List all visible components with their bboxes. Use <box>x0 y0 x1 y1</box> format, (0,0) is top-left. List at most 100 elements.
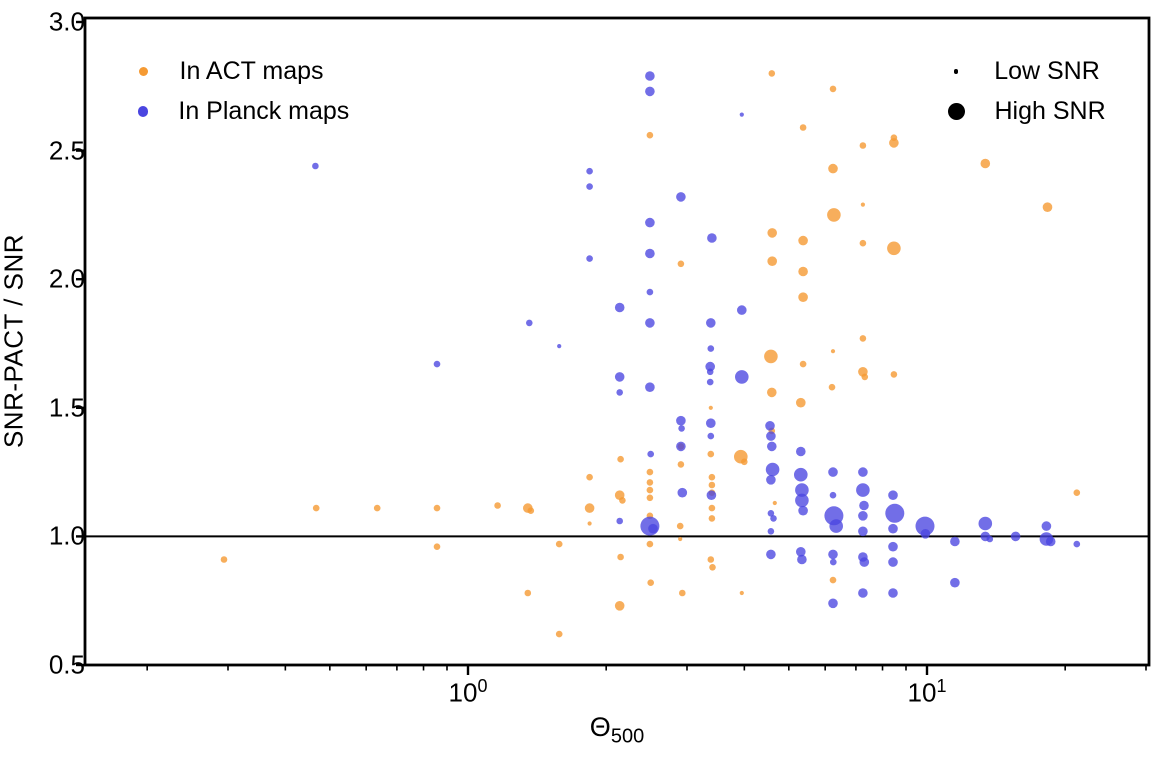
planck-point <box>794 467 808 482</box>
act-marker-icon <box>138 67 148 76</box>
act-point <box>772 500 777 506</box>
planck-point <box>798 505 808 516</box>
planck-point <box>706 490 717 501</box>
planck-point <box>888 490 898 501</box>
planck-point <box>888 557 898 567</box>
planck-marker-icon <box>137 106 149 117</box>
act-point <box>767 228 777 238</box>
low-snr-marker-icon <box>953 69 959 74</box>
planck-point <box>526 319 533 327</box>
planck-point <box>766 549 776 560</box>
act-point <box>433 543 441 550</box>
act-point <box>646 468 654 476</box>
act-point <box>708 481 716 489</box>
y-axis-label: SNR-PACT / SNR <box>0 233 29 449</box>
planck-point <box>645 248 655 259</box>
planck-point <box>829 491 837 499</box>
planck-point <box>770 515 777 522</box>
act-point <box>799 124 807 131</box>
planck-point <box>645 382 655 393</box>
planck-point <box>1041 521 1052 531</box>
planck-point <box>859 500 869 511</box>
y-tick-label: 1.0 <box>48 520 85 551</box>
planck-point <box>859 557 870 567</box>
act-point <box>798 266 808 277</box>
planck-point <box>706 378 714 386</box>
high-snr-marker-icon <box>947 103 965 120</box>
act-point <box>799 360 807 368</box>
act-point <box>827 208 841 222</box>
act-point <box>860 202 866 207</box>
planck-point <box>828 467 838 477</box>
planck-point <box>795 493 809 508</box>
y-tick-label: 0.5 <box>48 649 85 680</box>
planck-point <box>796 547 806 557</box>
act-point <box>220 556 228 563</box>
planck-point <box>830 558 837 566</box>
y-tick-label: 2.5 <box>48 135 85 166</box>
act-point <box>373 504 381 512</box>
planck-point <box>645 71 655 81</box>
legend-label-planck: In Planck maps <box>178 97 350 125</box>
planck-point <box>888 588 898 598</box>
planck-point <box>707 432 715 440</box>
act-point <box>796 397 806 408</box>
act-point <box>586 473 593 481</box>
act-point <box>890 371 898 378</box>
act-point <box>798 292 808 303</box>
x-tick-label: 100 <box>448 676 488 708</box>
act-point <box>679 589 686 597</box>
planck-point <box>858 526 868 537</box>
planck-point <box>986 535 994 543</box>
act-point <box>828 383 836 391</box>
act-point <box>828 163 838 174</box>
planck-point <box>856 483 870 497</box>
planck-point <box>557 344 562 349</box>
act-point <box>677 461 685 468</box>
planck-point <box>646 288 654 296</box>
act-point <box>646 479 654 486</box>
planck-point <box>737 305 747 315</box>
act-point <box>619 497 626 504</box>
planck-point <box>614 372 625 382</box>
act-point <box>707 450 715 458</box>
planck-point <box>735 370 749 384</box>
planck-point <box>858 588 868 598</box>
planck-point <box>1073 540 1081 548</box>
planck-point <box>796 446 806 457</box>
planck-point <box>312 162 319 170</box>
axes-frame <box>83 16 1151 667</box>
planck-point <box>765 462 780 477</box>
planck-point <box>706 368 714 376</box>
act-point <box>798 235 808 246</box>
act-point <box>614 601 625 611</box>
planck-point <box>586 183 593 190</box>
act-point <box>646 540 654 548</box>
planck-point <box>767 510 775 517</box>
act-point <box>678 536 683 542</box>
act-point <box>861 373 869 381</box>
act-point <box>646 494 654 502</box>
act-point <box>764 349 778 364</box>
planck-point <box>678 425 685 432</box>
planck-point <box>586 167 593 175</box>
planck-point <box>888 541 898 552</box>
legend-item-high-snr: High SNR <box>938 97 1106 126</box>
planck-point <box>765 421 775 431</box>
act-point <box>830 349 836 354</box>
act-point <box>707 556 715 563</box>
act-point <box>617 553 624 561</box>
act-point <box>980 158 991 169</box>
y-tick-label: 3.0 <box>48 6 85 37</box>
planck-point <box>888 523 898 534</box>
legend-item-low-snr: Low SNR <box>938 57 1100 86</box>
planck-point <box>858 467 868 477</box>
legend-item-planck: In Planck maps <box>125 97 349 126</box>
act-point <box>555 540 563 548</box>
act-point <box>527 507 535 514</box>
act-point <box>587 521 592 526</box>
act-point <box>708 473 716 481</box>
planck-point <box>616 389 623 396</box>
act-point <box>767 256 777 267</box>
